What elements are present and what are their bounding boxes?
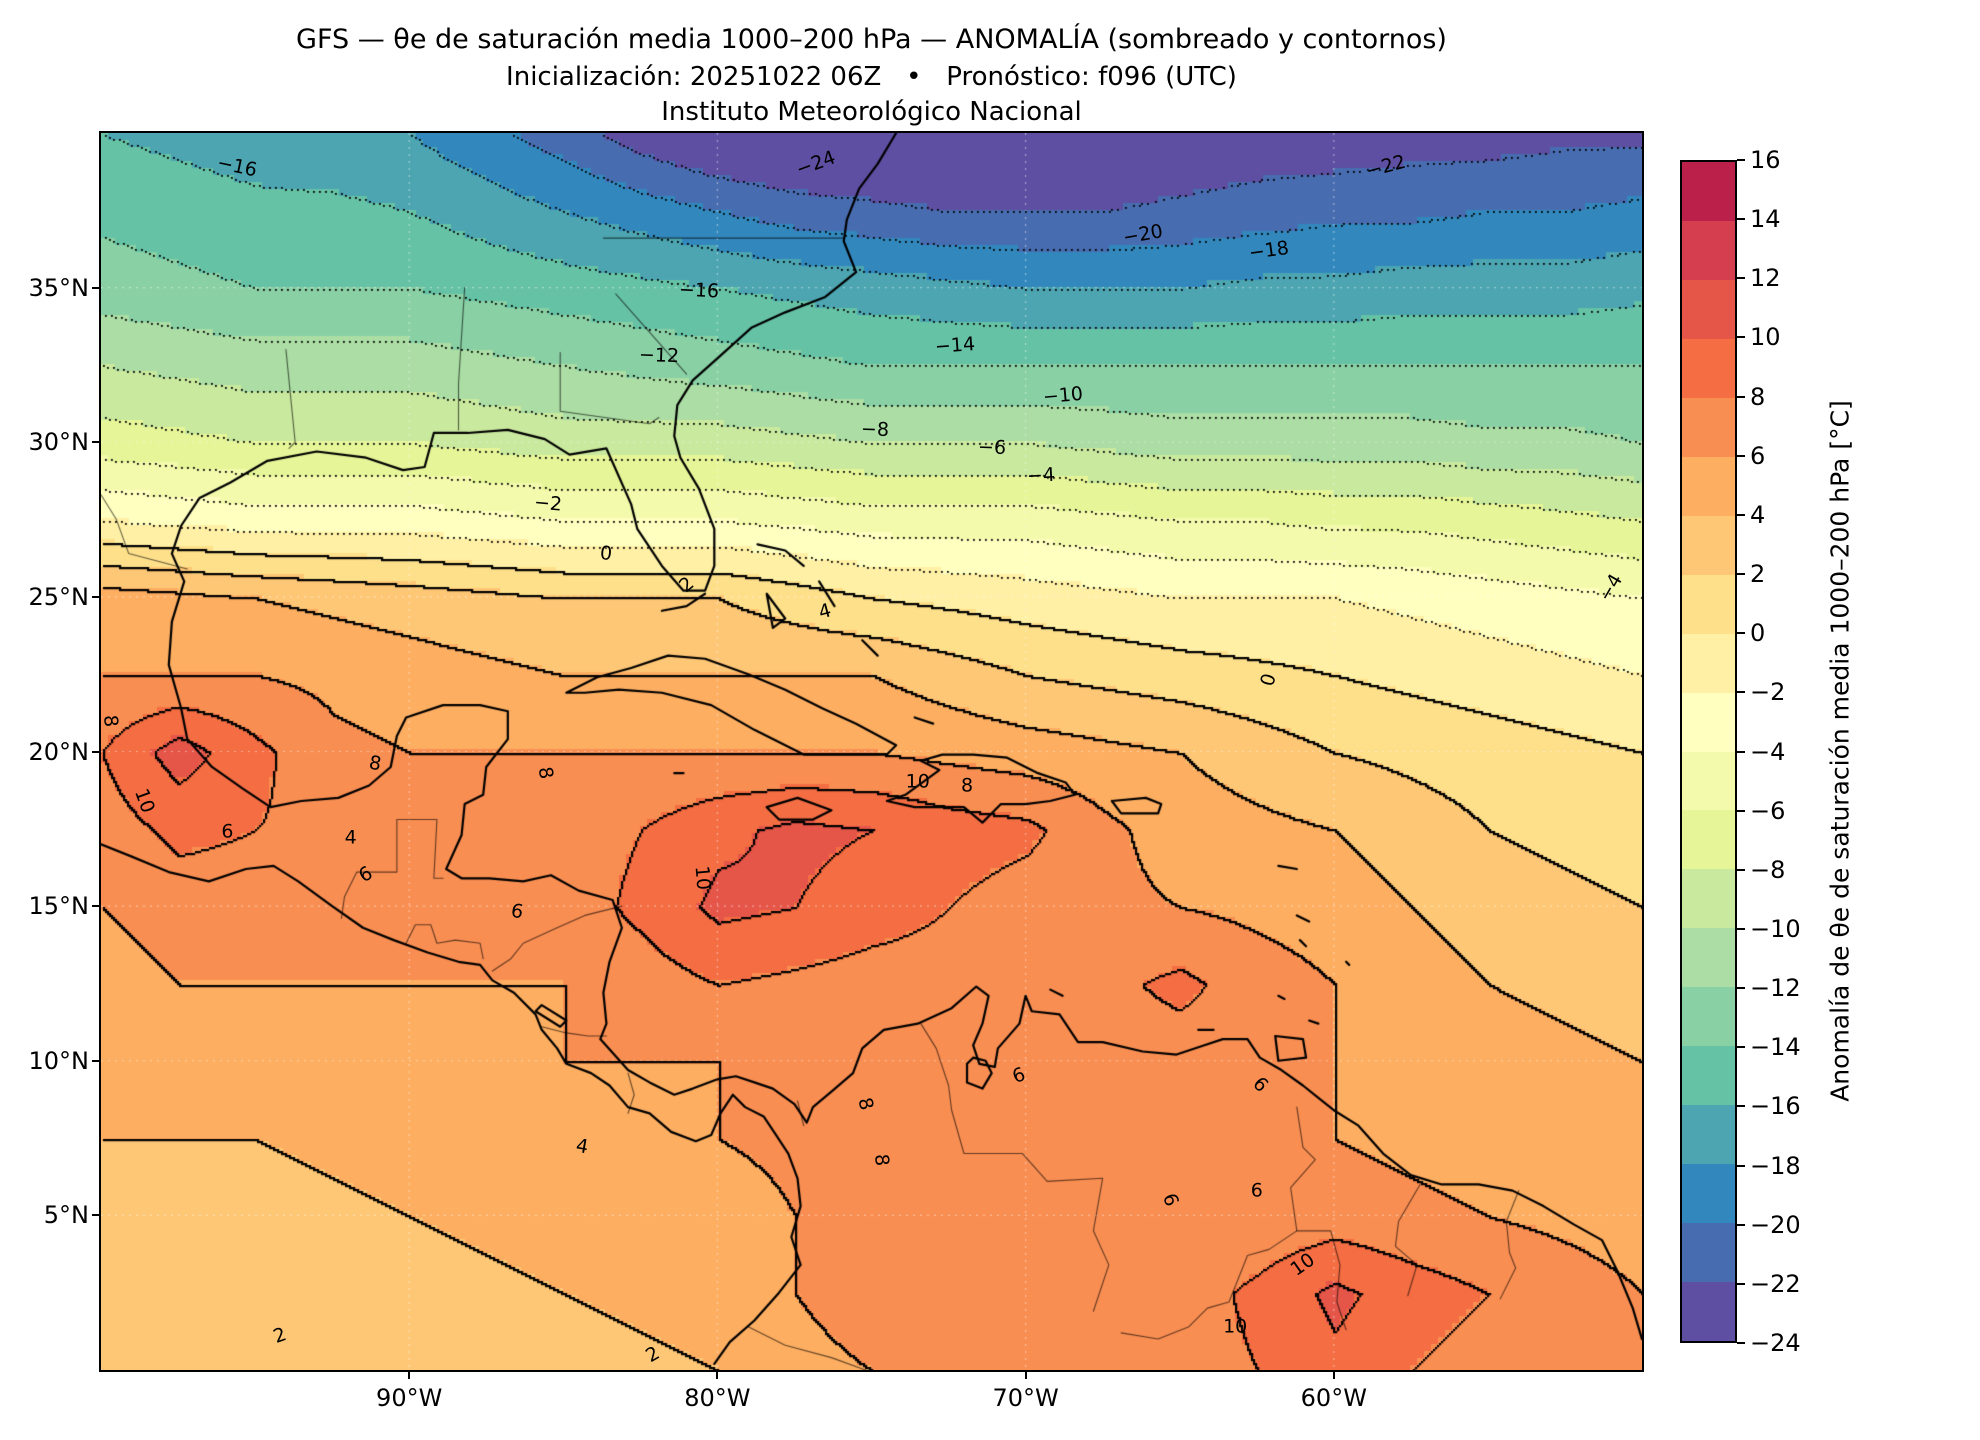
y-tick-mark bbox=[92, 1214, 101, 1217]
colorbar-tick-mark bbox=[1737, 987, 1745, 990]
colorbar-cell bbox=[1682, 1105, 1735, 1165]
x-tick-mark bbox=[1332, 1370, 1335, 1379]
colorbar-tick-label: −2 bbox=[1750, 678, 1786, 707]
y-tick-mark bbox=[92, 286, 101, 289]
colorbar-tick-mark bbox=[1737, 573, 1745, 576]
y-tick-mark bbox=[92, 1059, 101, 1062]
colorbar-tick-mark bbox=[1737, 336, 1745, 339]
x-tick-mark bbox=[1024, 1370, 1027, 1379]
y-tick-mark bbox=[92, 441, 101, 444]
chart-subtitle-init-forecast: Inicialización: 20251022 06Z • Pronóstic… bbox=[506, 62, 1237, 92]
colorbar-tick-mark bbox=[1737, 632, 1745, 635]
y-tick-mark bbox=[92, 905, 101, 908]
colorbar-tick-label: 0 bbox=[1750, 619, 1766, 648]
colorbar-cell bbox=[1682, 515, 1735, 575]
colorbar-cell bbox=[1682, 1164, 1735, 1224]
map-axes: −16 −24 −22 −20 −18 −16 −14 −12 −10 −8 −6 −4 −2 0 2 4 −4… bbox=[99, 131, 1644, 1372]
colorbar-cell bbox=[1682, 1223, 1735, 1283]
colorbar-tick-mark bbox=[1737, 1105, 1745, 1108]
colorbar-tick-label: −16 bbox=[1750, 1092, 1801, 1121]
y-tick-label: 35°N bbox=[28, 273, 90, 302]
colorbar-tick-mark bbox=[1737, 750, 1745, 753]
colorbar-tick-mark bbox=[1737, 1164, 1745, 1167]
colorbar-tick-mark bbox=[1737, 1223, 1745, 1226]
colorbar-tick-label: 16 bbox=[1750, 146, 1781, 174]
y-tick-label: 25°N bbox=[28, 582, 90, 611]
colorbar-cell bbox=[1682, 751, 1735, 811]
colorbar-cell bbox=[1682, 279, 1735, 339]
colorbar-tick-mark bbox=[1737, 218, 1745, 221]
y-tick-label: 15°N bbox=[28, 892, 90, 921]
colorbar bbox=[1680, 160, 1737, 1343]
x-tick-label: 80°W bbox=[684, 1384, 751, 1412]
colorbar-tick-mark bbox=[1737, 691, 1745, 694]
colorbar-tick-mark bbox=[1737, 1046, 1745, 1049]
colorbar-tick-mark bbox=[1737, 513, 1745, 516]
colorbar-tick-label: −22 bbox=[1750, 1269, 1801, 1298]
y-tick-mark bbox=[92, 595, 101, 598]
colorbar-tick-label: −12 bbox=[1750, 974, 1801, 1003]
colorbar-tick-label: 6 bbox=[1750, 441, 1766, 470]
colorbar-tick-label: 2 bbox=[1750, 560, 1766, 589]
x-tick-label: 70°W bbox=[992, 1384, 1059, 1412]
colorbar-tick-label: 4 bbox=[1750, 500, 1766, 529]
chart-title: GFS — θe de saturación media 1000–200 hP… bbox=[296, 24, 1447, 55]
colorbar-cell bbox=[1682, 338, 1735, 398]
colorbar-tick-label: −4 bbox=[1750, 737, 1786, 766]
x-tick-mark bbox=[716, 1370, 719, 1379]
y-tick-label: 30°N bbox=[28, 428, 90, 457]
colorbar-tick-mark bbox=[1737, 395, 1745, 398]
colorbar-cell bbox=[1682, 1046, 1735, 1106]
colorbar-tick-label: −6 bbox=[1750, 796, 1786, 825]
colorbar-tick-mark bbox=[1737, 454, 1745, 457]
y-tick-mark bbox=[92, 750, 101, 753]
colorbar-tick-label: −14 bbox=[1750, 1033, 1801, 1062]
colorbar-cell bbox=[1682, 1282, 1735, 1342]
colorbar-tick-label: −20 bbox=[1750, 1210, 1801, 1239]
colorbar-tick-label: 12 bbox=[1750, 264, 1781, 293]
x-tick-label: 90°W bbox=[376, 1384, 443, 1412]
colorbar-tick-mark bbox=[1737, 1342, 1745, 1344]
x-tick-mark bbox=[408, 1370, 411, 1379]
colorbar-tick-mark bbox=[1737, 1282, 1745, 1285]
colorbar-tick-label: −10 bbox=[1750, 914, 1801, 943]
colorbar-cell bbox=[1682, 987, 1735, 1047]
y-tick-label: 5°N bbox=[43, 1201, 89, 1230]
colorbar-cell bbox=[1682, 397, 1735, 457]
colorbar-tick-label: 10 bbox=[1750, 323, 1781, 352]
colorbar-cell bbox=[1682, 162, 1735, 221]
colorbar-tick-label: −18 bbox=[1750, 1151, 1801, 1180]
colorbar-cell bbox=[1682, 928, 1735, 988]
colorbar-tick-mark bbox=[1737, 868, 1745, 871]
colorbar-tick-label: 14 bbox=[1750, 205, 1781, 234]
colorbar-cell bbox=[1682, 220, 1735, 280]
colorbar-cell bbox=[1682, 574, 1735, 634]
colorbar-tick-mark bbox=[1737, 809, 1745, 812]
colorbar-tick-label: 8 bbox=[1750, 382, 1766, 411]
colorbar-cell bbox=[1682, 456, 1735, 516]
colorbar-cell bbox=[1682, 633, 1735, 693]
y-tick-label: 10°N bbox=[28, 1046, 90, 1075]
colorbar-cell bbox=[1682, 869, 1735, 929]
colorbar-tick-label: −8 bbox=[1750, 855, 1786, 884]
colorbar-tick-label: −24 bbox=[1750, 1329, 1801, 1357]
colorbar-tick-mark bbox=[1737, 927, 1745, 930]
colorbar-tick-mark bbox=[1737, 159, 1745, 161]
colorbar-cell bbox=[1682, 810, 1735, 870]
chart-subtitle-institute: Instituto Meteorológico Nacional bbox=[661, 97, 1082, 127]
colorbar-cell bbox=[1682, 692, 1735, 752]
colorbar-tick-mark bbox=[1737, 277, 1745, 280]
x-tick-label: 60°W bbox=[1300, 1384, 1367, 1412]
anomaly-map-canvas bbox=[101, 133, 1642, 1370]
y-tick-label: 20°N bbox=[28, 737, 90, 766]
colorbar-label: Anomalía de θe de saturación media 1000–… bbox=[1825, 400, 1855, 1102]
